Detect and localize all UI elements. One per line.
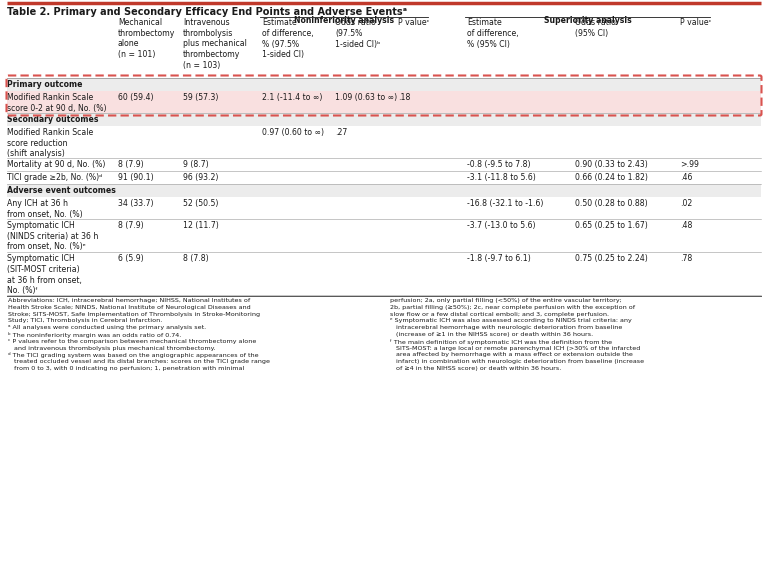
Text: Intravenous
thrombolysis
plus mechanical
thrombectomy
(n = 103): Intravenous thrombolysis plus mechanical… [183,18,247,70]
Text: Primary outcome: Primary outcome [7,80,82,89]
Text: .18: .18 [398,93,410,102]
Text: and intravenous thrombolysis plus mechanical thrombectomy.: and intravenous thrombolysis plus mechan… [8,346,216,350]
Text: .46: .46 [680,173,693,182]
Text: (increase of ≥1 in the NIHSS score) or death within 36 hours.: (increase of ≥1 in the NIHSS score) or d… [390,332,593,337]
Text: Modified Rankin Scale
score 0-2 at 90 d, No. (%): Modified Rankin Scale score 0-2 at 90 d,… [7,93,107,113]
Text: 34 (33.7): 34 (33.7) [118,199,154,208]
Text: -3.1 (-11.8 to 5.6): -3.1 (-11.8 to 5.6) [467,173,536,182]
Text: 0.90 (0.33 to 2.43): 0.90 (0.33 to 2.43) [575,160,647,169]
Text: 0.75 (0.25 to 2.24): 0.75 (0.25 to 2.24) [575,254,647,263]
Text: 59 (57.3): 59 (57.3) [183,93,218,102]
Text: Table 2. Primary and Secondary Efficacy End Points and Adverse Eventsᵃ: Table 2. Primary and Secondary Efficacy … [7,7,407,17]
Text: ᵉ Symptomatic ICH was also assessed according to NINDS trial criteria: any: ᵉ Symptomatic ICH was also assessed acco… [390,318,632,323]
Text: Symptomatic ICH
(NINDS criteria) at 36 h
from onset, No. (%)ᵉ: Symptomatic ICH (NINDS criteria) at 36 h… [7,221,98,252]
Text: .27: .27 [335,128,347,137]
Text: Any ICH at 36 h
from onset, No. (%): Any ICH at 36 h from onset, No. (%) [7,199,83,219]
Text: Study; TICI, Thrombolysis in Cerebral Infarction.: Study; TICI, Thrombolysis in Cerebral In… [8,318,162,323]
Text: ᶜ P values refer to the comparison between mechanical thrombectomy alone: ᶜ P values refer to the comparison betwe… [8,339,257,344]
Text: .02: .02 [680,199,692,208]
Text: Estimate
of difference,
% (95% CI): Estimate of difference, % (95% CI) [467,18,518,48]
Text: -16.8 (-32.1 to -1.6): -16.8 (-32.1 to -1.6) [467,199,544,208]
Text: infarct) in combination with neurologic deterioration from baseline (increase: infarct) in combination with neurologic … [390,359,644,364]
Bar [7,184,761,197]
Text: treated occluded vessel and its distal branches: scores on the TICI grade range: treated occluded vessel and its distal b… [8,359,270,364]
Text: 0.50 (0.28 to 0.88): 0.50 (0.28 to 0.88) [575,199,647,208]
Text: 8 (7.9): 8 (7.9) [118,160,144,169]
Text: Odds ratio
(95% CI): Odds ratio (95% CI) [575,18,616,38]
Text: 2b, partial filling (≥50%); 2c, near complete perfusion with the exception of: 2b, partial filling (≥50%); 2c, near com… [390,305,635,310]
Text: SITS-MOST: a large local or remote parenchymal ICH (>30% of the infarcted: SITS-MOST: a large local or remote paren… [390,346,641,350]
Text: 9 (8.7): 9 (8.7) [183,160,209,169]
Text: Symptomatic ICH
(SIT-MOST criteria)
at 36 h from onset,
No. (%)ᶠ: Symptomatic ICH (SIT-MOST criteria) at 3… [7,254,82,295]
Text: P valueᶜ: P valueᶜ [398,18,429,27]
Text: .78: .78 [680,254,692,263]
Text: Superiority analysis: Superiority analysis [544,16,631,25]
Text: from 0 to 3, with 0 indicating no perfusion; 1, penetration with minimal: from 0 to 3, with 0 indicating no perfus… [8,366,244,371]
Text: -3.7 (-13.0 to 5.6): -3.7 (-13.0 to 5.6) [467,221,535,230]
Text: Abbreviations: ICH, intracerebral hemorrhage; NIHSS, National Institutes of: Abbreviations: ICH, intracerebral hemorr… [8,298,250,303]
Text: 1.09 (0.63 to ∞): 1.09 (0.63 to ∞) [335,93,397,102]
Text: intracerebral hemorrhage with neurologic deterioration from baseline: intracerebral hemorrhage with neurologic… [390,325,622,330]
Text: perfusion; 2a, only partial filling (<50%) of the entire vascular territory;: perfusion; 2a, only partial filling (<50… [390,298,622,303]
Text: 0.66 (0.24 to 1.82): 0.66 (0.24 to 1.82) [575,173,648,182]
Text: -1.8 (-9.7 to 6.1): -1.8 (-9.7 to 6.1) [467,254,531,263]
Text: area affected by hemorrhage with a mass effect or extension outside the: area affected by hemorrhage with a mass … [390,352,633,358]
Text: ᵈ The TICI grading system was based on the angiographic appearances of the: ᵈ The TICI grading system was based on t… [8,352,259,359]
Text: 52 (50.5): 52 (50.5) [183,199,218,208]
Text: of ≥4 in the NIHSS score) or death within 36 hours.: of ≥4 in the NIHSS score) or death withi… [390,366,561,371]
Text: 8 (7.8): 8 (7.8) [183,254,209,263]
Text: 91 (90.1): 91 (90.1) [118,173,154,182]
Bar [7,113,761,126]
Text: TICI grade ≥2b, No. (%)ᵈ: TICI grade ≥2b, No. (%)ᵈ [7,173,102,182]
Text: 8 (7.9): 8 (7.9) [118,221,144,230]
Text: Stroke; SITS-MOST, Safe Implementation of Thrombolysis in Stroke-Monitoring: Stroke; SITS-MOST, Safe Implementation o… [8,312,260,316]
Text: Health Stroke Scale; NINDS, National Institute of Neurological Diseases and: Health Stroke Scale; NINDS, National Ins… [8,305,250,310]
Text: ᶠ The main definition of symptomatic ICH was the definition from the: ᶠ The main definition of symptomatic ICH… [390,339,612,345]
Text: 6 (5.9): 6 (5.9) [118,254,144,263]
Text: -0.8 (-9.5 to 7.8): -0.8 (-9.5 to 7.8) [467,160,531,169]
Text: 12 (11.7): 12 (11.7) [183,221,219,230]
Text: Estimate
of difference,
% (97.5%
1-sided CI): Estimate of difference, % (97.5% 1-sided… [262,18,313,59]
Text: P valueᶜ: P valueᶜ [680,18,711,27]
Text: >.99: >.99 [680,160,699,169]
Text: Modified Rankin Scale
score reduction
(shift analysis): Modified Rankin Scale score reduction (s… [7,128,93,159]
Bar [7,91,761,113]
Text: 0.65 (0.25 to 1.67): 0.65 (0.25 to 1.67) [575,221,647,230]
Bar [7,78,761,91]
Text: 60 (59.4): 60 (59.4) [118,93,154,102]
Text: Adverse event outcomes: Adverse event outcomes [7,186,116,195]
Text: ᵇ The noninferiority margin was an odds ratio of 0.74.: ᵇ The noninferiority margin was an odds … [8,332,181,338]
Text: Mechanical
thrombectomy
alone
(n = 101): Mechanical thrombectomy alone (n = 101) [118,18,175,59]
Text: slow flow or a few distal cortical emboli; and 3, complete perfusion.: slow flow or a few distal cortical embol… [390,312,609,316]
Text: Mortality at 90 d, No. (%): Mortality at 90 d, No. (%) [7,160,105,169]
Text: .48: .48 [680,221,693,230]
Text: 2.1 (-11.4 to ∞): 2.1 (-11.4 to ∞) [262,93,323,102]
Text: Noninferiority analysis: Noninferiority analysis [294,16,394,25]
Text: Odds ratio
(97.5%
1-sided CI)ᵇ: Odds ratio (97.5% 1-sided CI)ᵇ [335,18,380,48]
Text: 0.97 (0.60 to ∞): 0.97 (0.60 to ∞) [262,128,324,137]
Text: ᵃ All analyses were conducted using the primary analysis set.: ᵃ All analyses were conducted using the … [8,325,206,330]
Text: 96 (93.2): 96 (93.2) [183,173,218,182]
Text: Secondary outcomes: Secondary outcomes [7,115,98,124]
